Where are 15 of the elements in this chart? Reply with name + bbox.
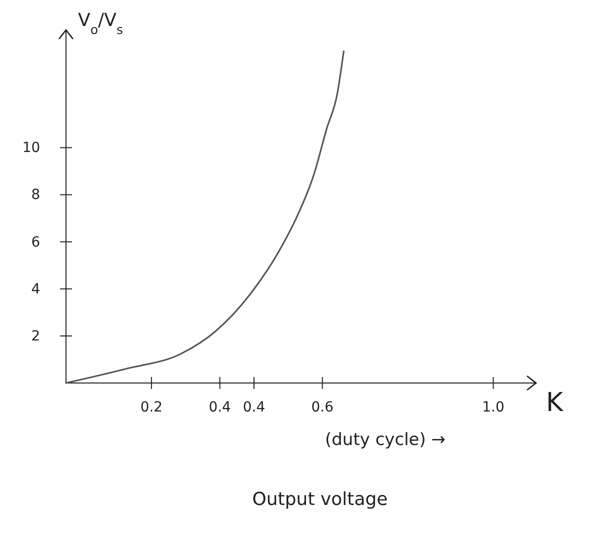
x-tick-label: 0.2 <box>140 400 163 416</box>
y-tick-label: 4 <box>31 281 40 298</box>
x-tick-label: 1.0 <box>482 400 504 416</box>
text: (duty cycle) → <box>325 430 446 450</box>
x-tick-label: 0.4 <box>242 400 266 416</box>
y-tick-label: 2 <box>31 328 40 344</box>
y-axis-title: V$_{o}$/V$_{s}$ <box>78 10 123 36</box>
text: Output voltage <box>252 489 388 510</box>
line-series <box>65 50 345 384</box>
x-tick-label: 0.6 <box>311 400 334 416</box>
y-tick-label: 10 <box>22 140 40 156</box>
x-axis-title: K <box>546 388 564 418</box>
y-tick-label: 8 <box>31 187 40 204</box>
x-tick-label: 0.4 <box>208 400 232 416</box>
y-tick-label: 6 <box>31 234 40 250</box>
